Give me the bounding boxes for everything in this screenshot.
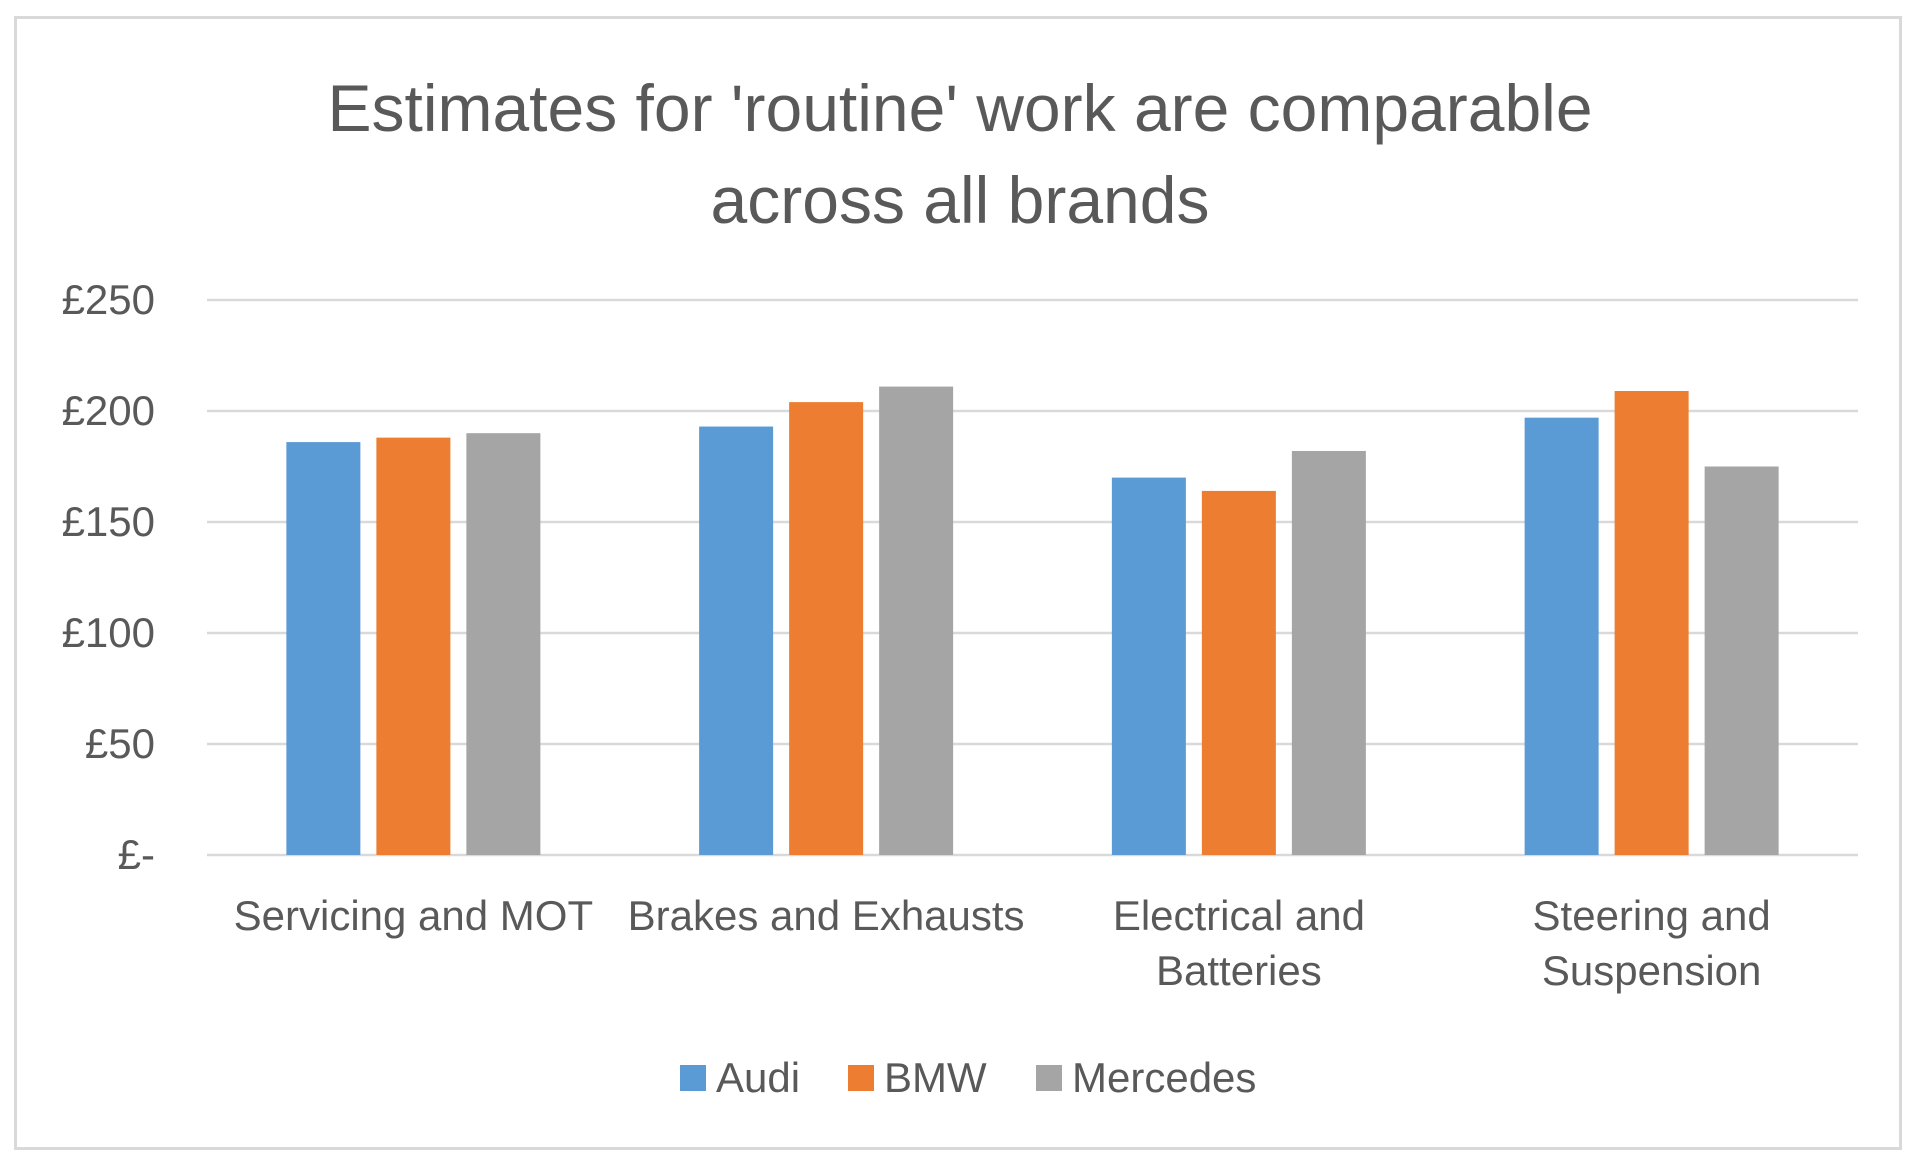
gridlines: [207, 298, 1858, 857]
x-category-label: Electrical and: [1113, 892, 1365, 939]
bar-mercedes-2: [879, 386, 954, 855]
legend-swatch-mercedes: [1036, 1065, 1062, 1091]
bar-audi-3: [1111, 477, 1186, 855]
chart-title: Estimates for 'routine' work are compara…: [0, 62, 1920, 246]
legend-label-mercedes: Mercedes: [1072, 1054, 1256, 1101]
legend: Audi BMW Mercedes: [680, 1054, 1256, 1101]
x-category-label: Suspension: [1542, 947, 1762, 994]
legend-label-audi: Audi: [716, 1054, 800, 1101]
y-tick-label: £200: [62, 387, 155, 434]
bar-audi-2: [699, 426, 774, 855]
x-category-label: Batteries: [1156, 947, 1322, 994]
y-tick-label: £50: [85, 720, 155, 767]
bar-audi-1: [286, 442, 361, 855]
bar-bmw-2: [789, 402, 864, 855]
bar-mercedes-1: [466, 433, 541, 855]
y-axis: £- £50 £100 £150 £200 £250: [62, 276, 155, 878]
x-category-label: Servicing and MOT: [234, 892, 593, 939]
bars: [286, 386, 1779, 855]
legend-swatch-audi: [680, 1065, 706, 1091]
y-tick-label: £-: [118, 831, 155, 878]
chart-title-line-1: Estimates for 'routine' work are compara…: [327, 71, 1593, 145]
bar-bmw-4: [1614, 391, 1689, 855]
y-tick-label: £250: [62, 276, 155, 323]
x-category-label: Steering and: [1533, 892, 1771, 939]
chart-title-line-2: across all brands: [710, 163, 1210, 237]
bar-bmw-3: [1201, 490, 1276, 855]
x-category-label: Brakes and Exhausts: [628, 892, 1025, 939]
bar-bmw-1: [376, 437, 451, 855]
y-tick-label: £100: [62, 609, 155, 656]
bar-audi-4: [1524, 417, 1599, 855]
y-tick-label: £150: [62, 498, 155, 545]
x-axis: Servicing and MOT Brakes and Exhausts Elec…: [234, 892, 1771, 994]
legend-label-bmw: BMW: [884, 1054, 987, 1101]
legend-swatch-bmw: [848, 1065, 874, 1091]
bar-mercedes-3: [1291, 450, 1366, 855]
bar-mercedes-4: [1704, 466, 1779, 855]
